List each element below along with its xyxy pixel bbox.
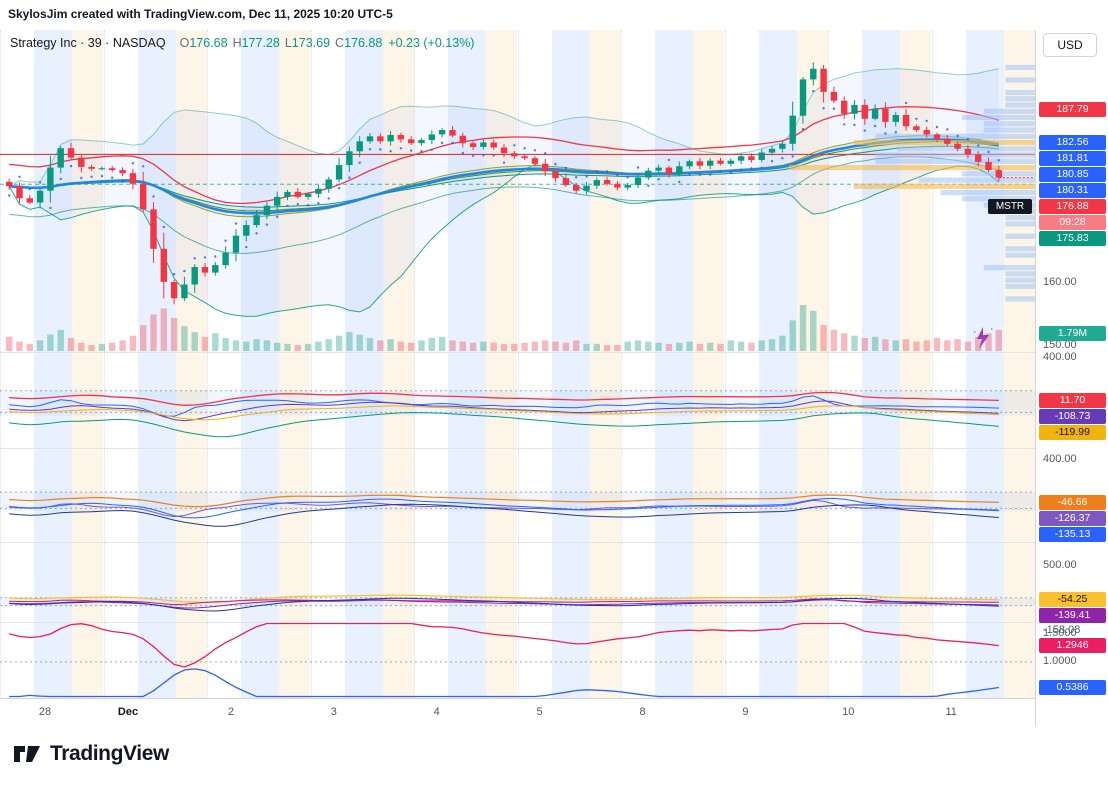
price-badge: 11.70 (1039, 392, 1106, 408)
axis-tick: 500.00 (1043, 559, 1077, 572)
session-stripe (241, 30, 279, 698)
axis-tick: 1.0000 (1043, 654, 1077, 667)
countdown-badge: 09:28 (1039, 214, 1106, 230)
legend-close-value: 176.88 (344, 36, 383, 50)
time-label: 11 (945, 706, 957, 718)
axis-tick: 150.00 (1043, 338, 1077, 351)
session-divider (621, 30, 622, 698)
time-label: 3 (330, 706, 337, 718)
price-badge: 176.88 (1039, 198, 1106, 214)
price-badge: -108.73 (1039, 408, 1106, 424)
legend-high-value: 177.28 (241, 36, 280, 50)
legend-high-label: H (232, 36, 242, 50)
price-badge: -119.99 (1039, 424, 1106, 440)
price-badge: 181.81 (1039, 150, 1106, 166)
axis-tick: 160.00 (1043, 276, 1077, 289)
axis-value-label: -158.08 (1043, 624, 1081, 637)
time-label: Dec (117, 706, 139, 718)
session-stripe (175, 30, 207, 698)
session-divider (310, 30, 312, 698)
session-divider (103, 30, 105, 698)
volume-badge: 1.79M (1039, 326, 1106, 341)
price-badge: -135.13 (1039, 526, 1106, 542)
tradingview-logo[interactable]: TradingView (12, 741, 169, 767)
price-badge: 187.79 (1039, 101, 1106, 117)
axis-tick: 1.5000 (1043, 627, 1077, 640)
session-stripe (137, 30, 176, 698)
price-badge: -139.41 (1039, 608, 1106, 624)
time-label: 2 (227, 706, 234, 718)
session-stripe (34, 30, 72, 698)
axis-tick: 400.00 (1043, 452, 1077, 465)
session-divider (414, 30, 415, 698)
session-divider (0, 30, 1, 698)
price-scale[interactable]: 170.00160.00150.00187.79182.56181.81180.… (1035, 30, 1108, 726)
legend-low-value: 173.69 (291, 36, 331, 50)
session-stripe (486, 30, 517, 698)
time-label: 8 (639, 706, 646, 718)
main-chart-canvas[interactable] (0, 30, 1035, 698)
time-label: 10 (842, 706, 855, 718)
price-badge: 1.2946 (1039, 638, 1106, 654)
price-badge: 175.83 (1039, 230, 1106, 246)
legend-symbol-title: Strategy Inc · 39 · NASDAQ (10, 36, 166, 50)
session-divider (207, 30, 208, 698)
session-stripe (693, 30, 724, 698)
pane-separator[interactable] (0, 542, 1108, 543)
session-divider (724, 30, 726, 698)
price-badge: 180.31 (1039, 182, 1106, 198)
session-stripe (589, 30, 621, 698)
footer: TradingView (0, 726, 1108, 786)
pane-separator[interactable] (0, 448, 1108, 449)
session-stripe (655, 30, 693, 698)
price-badge: 180.85 (1039, 166, 1106, 182)
time-label: 4 (433, 706, 440, 718)
session-divider (828, 30, 829, 698)
axis-tick: 400.00 (1043, 351, 1077, 364)
symbol-price-label: MSTR (988, 198, 1032, 214)
price-badge: 0.5386 (1039, 680, 1106, 696)
pane-separator[interactable] (0, 622, 1108, 623)
legend-open-value: 176.68 (189, 36, 228, 50)
tradingview-logo-icon (14, 746, 40, 762)
time-label: 28 (38, 706, 52, 718)
session-stripe (344, 30, 383, 698)
session-stripe (796, 30, 828, 698)
tradingview-logo-text: TradingView (50, 742, 169, 765)
symbol-legend[interactable]: Strategy Inc · 39 · NASDAQ O176.68 H177.28… (10, 36, 474, 50)
time-label: 9 (742, 706, 749, 718)
legend-open-label: O (179, 36, 190, 50)
session-divider (931, 30, 933, 698)
time-scale[interactable]: 28 Dec 2 3 4 5 8 9 10 11 (0, 698, 1035, 727)
price-badge: -126.37 (1039, 510, 1106, 526)
session-stripe (279, 30, 310, 698)
time-label: 5 (536, 706, 543, 718)
price-badge: -46.66 (1039, 494, 1106, 510)
legend-close-label: C (335, 36, 345, 50)
legend-change: +0.23 (+0.13%) (388, 36, 475, 50)
lightning-icon (970, 325, 996, 356)
session-divider (517, 30, 519, 698)
attribution-text: SkylosJim created with TradingView.com, … (8, 7, 393, 21)
price-badge: -54.25 (1039, 592, 1106, 608)
price-badge: 182.56 (1039, 134, 1106, 150)
pane-separator[interactable] (0, 352, 1108, 353)
currency-usd-button[interactable]: USD (1043, 33, 1097, 57)
session-stripe (551, 30, 590, 698)
legend-low-label: L (284, 36, 292, 50)
